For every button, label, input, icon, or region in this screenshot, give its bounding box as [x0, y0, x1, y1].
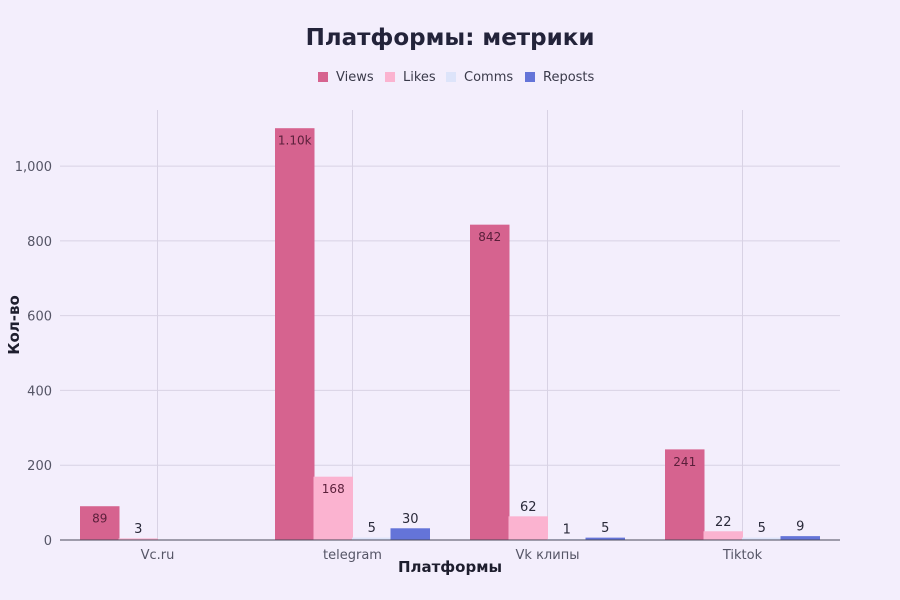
bars-group: 89 3 1.10k 168 5 30 842 62 1 5 241 22 5 9 [80, 128, 820, 541]
data-label-views-2: 842 [478, 230, 501, 244]
gridlines [60, 110, 840, 540]
data-label-comms-2: 1 [563, 523, 571, 538]
legend-label-0: Views [336, 70, 374, 85]
legend-swatch-3 [525, 72, 535, 82]
data-label-views-3: 241 [673, 455, 696, 469]
x-tick-label: Tiktok [722, 548, 763, 563]
x-tick-label: telegram [323, 548, 382, 563]
legend-label-1: Likes [403, 70, 436, 85]
y-axis-title: Кол-во [5, 295, 23, 355]
x-axis-ticks: Vc.ru telegram Vk клипы Tiktok [141, 548, 763, 563]
data-label-comms-1: 5 [368, 521, 376, 536]
bar-views-1 [275, 128, 315, 541]
x-axis-title: Платформы [398, 558, 502, 576]
legend-label-3: Reposts [543, 70, 595, 85]
bar-views-2 [470, 224, 510, 541]
legend-swatch-2 [446, 72, 456, 82]
data-label-reposts-2: 5 [601, 521, 609, 536]
data-label-views-0: 89 [92, 512, 107, 526]
y-tick-label: 200 [27, 459, 52, 474]
bar-views-3 [665, 449, 705, 541]
x-tick-label: Vk клипы [516, 548, 580, 563]
data-label-reposts-3: 9 [796, 520, 804, 535]
y-tick-label: 1,000 [15, 160, 52, 175]
y-tick-label: 600 [27, 310, 52, 325]
y-axis-ticks: 0 200 400 600 800 1,000 [15, 160, 52, 549]
data-label-likes-1: 168 [322, 482, 345, 496]
bar-likes-3 [703, 531, 743, 541]
data-label-likes-3: 22 [715, 515, 732, 530]
bar-reposts-3 [780, 536, 820, 541]
bar-likes-1 [313, 476, 353, 541]
y-tick-label: 400 [27, 384, 52, 399]
data-label-reposts-1: 30 [402, 512, 419, 527]
legend-swatch-1 [385, 72, 395, 82]
bar-reposts-1 [390, 528, 430, 541]
data-label-comms-3: 5 [758, 521, 766, 536]
data-label-views-1: 1.10k [278, 134, 312, 148]
y-tick-label: 0 [44, 534, 52, 549]
x-tick-label: Vc.ru [141, 548, 175, 563]
y-tick-label: 800 [27, 235, 52, 250]
data-label-likes-0: 3 [134, 522, 142, 537]
data-label-likes-2: 62 [520, 500, 537, 515]
chart-title: Платформы: метрики [306, 25, 595, 51]
legend-swatch-0 [318, 72, 328, 82]
chart-legend: Views Likes Comms Reposts [318, 70, 595, 85]
bar-likes-2 [508, 516, 548, 541]
legend-label-2: Comms [464, 70, 513, 85]
